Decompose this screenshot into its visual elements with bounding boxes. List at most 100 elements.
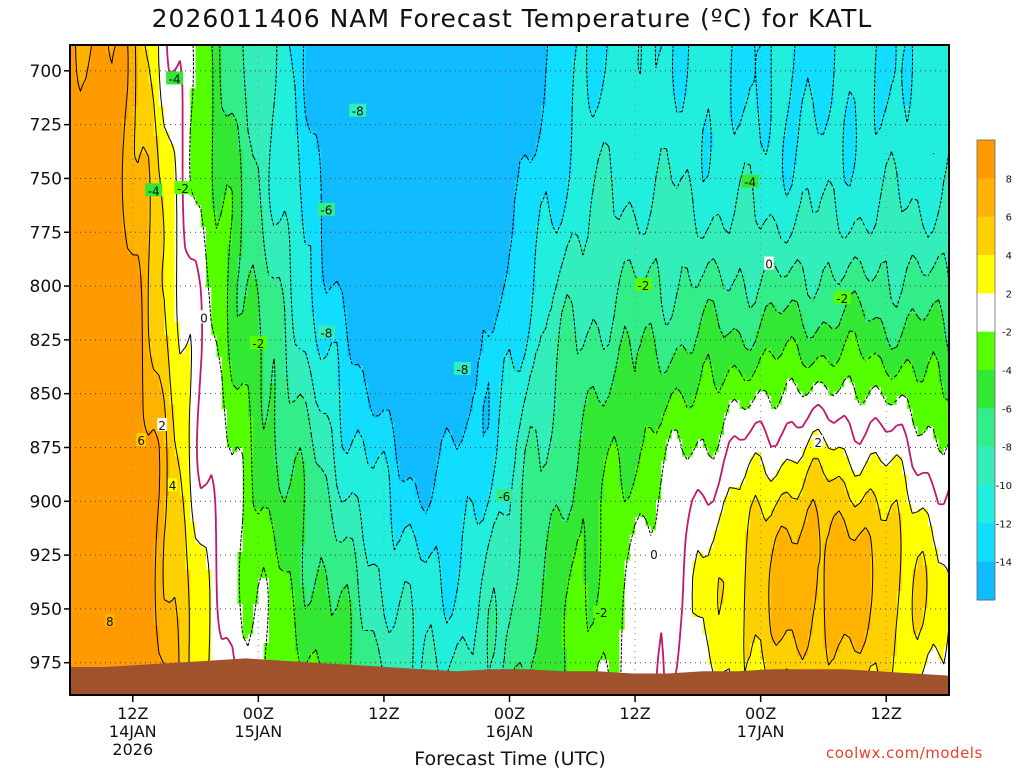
- temperature-cell: [483, 136, 490, 141]
- temperature-cell: [200, 144, 207, 150]
- temperature-cell: [457, 136, 464, 141]
- temperature-cell: [729, 71, 736, 76]
- temperature-cell: [854, 101, 861, 107]
- temperature-cell: [253, 162, 259, 167]
- temperature-cell: [347, 49, 354, 55]
- temperature-cell: [760, 114, 767, 120]
- temperature-cell: [886, 114, 893, 120]
- temperature-cell: [315, 136, 322, 141]
- temperature-cell: [389, 140, 395, 146]
- temperature-cell: [593, 45, 600, 50]
- temperature-cell: [739, 66, 746, 72]
- temperature-cell: [530, 101, 537, 107]
- temperature-cell: [875, 114, 882, 120]
- temperature-cell: [619, 53, 626, 59]
- temperature-cell: [294, 84, 301, 89]
- temperature-cell: [226, 110, 233, 115]
- temperature-cell: [378, 62, 385, 68]
- temperature-cell: [425, 45, 432, 50]
- temperature-cell: [158, 66, 165, 72]
- temperature-cell: [519, 131, 526, 137]
- temperature-cell: [158, 49, 165, 55]
- temperature-cell: [127, 162, 134, 167]
- temperature-cell: [138, 166, 144, 172]
- temperature-cell: [410, 140, 416, 146]
- temperature-cell: [164, 149, 171, 154]
- temperature-cell: [441, 170, 448, 176]
- temperature-cell: [342, 162, 348, 167]
- temperature-cell: [614, 144, 620, 150]
- temperature-cell: [797, 101, 804, 107]
- temperature-cell: [310, 110, 317, 115]
- temperature-cell: [739, 53, 746, 59]
- temperature-cell: [823, 162, 830, 167]
- temperature-cell: [582, 62, 589, 68]
- temperature-cell: [519, 45, 526, 50]
- temperature-cell: [347, 88, 354, 94]
- temperature-cell: [122, 162, 129, 167]
- temperature-cell: [572, 45, 579, 50]
- temperature-cell: [875, 162, 882, 167]
- temperature-cell: [185, 157, 191, 163]
- temperature-cell: [567, 140, 573, 146]
- temperature-cell: [546, 144, 552, 150]
- temperature-cell: [122, 123, 129, 128]
- temperature-cell: [331, 144, 338, 150]
- temperature-cell: [80, 88, 87, 94]
- temperature-cell: [394, 101, 401, 107]
- temperature-cell: [493, 127, 500, 133]
- temperature-cell: [561, 105, 568, 111]
- temperature-cell: [446, 123, 453, 128]
- temperature-cell: [572, 127, 579, 133]
- temperature-cell: [792, 97, 798, 102]
- temperature-cell: [143, 92, 150, 98]
- temperature-cell: [875, 136, 882, 141]
- temperature-cell: [326, 123, 333, 128]
- temperature-cell: [697, 123, 704, 128]
- temperature-cell: [483, 66, 490, 72]
- temperature-cell: [499, 75, 505, 81]
- temperature-cell: [342, 118, 348, 124]
- temperature-cell: [818, 166, 825, 172]
- temperature-cell: [504, 79, 511, 85]
- temperature-cell: [886, 66, 893, 72]
- temperature-cell: [823, 58, 830, 63]
- temperature-cell: [645, 170, 652, 176]
- temperature-cell: [823, 71, 830, 76]
- temperature-cell: [561, 166, 568, 172]
- temperature-cell: [519, 157, 526, 163]
- temperature-cell: [138, 118, 144, 124]
- temperature-cell: [190, 114, 197, 120]
- temperature-cell: [80, 105, 87, 111]
- temperature-cell: [383, 71, 390, 76]
- temperature-cell: [661, 84, 668, 89]
- temperature-cell: [263, 97, 270, 102]
- temperature-cell: [870, 105, 877, 111]
- temperature-cell: [310, 118, 317, 124]
- temperature-cell: [844, 140, 851, 146]
- temperature-cell: [357, 71, 364, 76]
- temperature-cell: [551, 62, 558, 68]
- temperature-cell: [713, 101, 720, 107]
- temperature-cell: [928, 71, 934, 76]
- temperature-cell: [242, 136, 249, 141]
- temperature-cell: [96, 140, 102, 146]
- temperature-cell: [174, 66, 181, 72]
- temperature-cell: [315, 97, 322, 102]
- temperature-cell: [546, 101, 552, 107]
- temperature-cell: [786, 149, 793, 154]
- temperature-cell: [802, 79, 809, 85]
- temperature-cell: [436, 153, 443, 159]
- temperature-cell: [331, 136, 338, 141]
- temperature-cell: [289, 166, 296, 172]
- temperature-cell: [394, 79, 401, 85]
- temperature-cell: [671, 110, 678, 115]
- temperature-cell: [619, 62, 626, 68]
- temperature-cell: [587, 84, 594, 89]
- temperature-cell: [608, 92, 615, 98]
- temperature-cell: [410, 118, 416, 124]
- temperature-cell: [195, 84, 202, 89]
- temperature-cell: [608, 84, 615, 89]
- temperature-cell: [75, 131, 82, 137]
- temperature-cell: [284, 71, 291, 76]
